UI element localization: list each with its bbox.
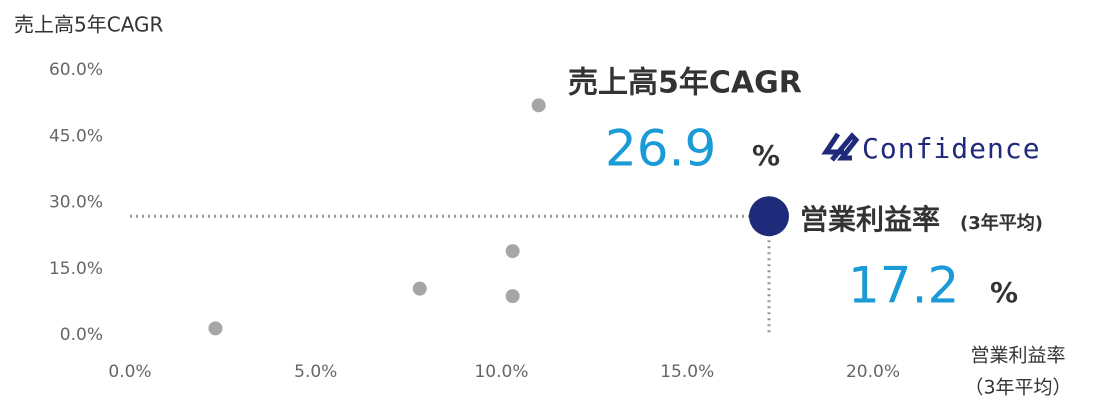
y-tick-label: 30.0% xyxy=(49,193,103,213)
point xyxy=(505,244,520,259)
point xyxy=(208,321,223,336)
highlight-x-unit: % xyxy=(990,276,1018,309)
y-tick-label: 45.0% xyxy=(49,126,103,146)
y-tick-label: 60.0% xyxy=(49,60,103,80)
highlight-x-value: 17.2 xyxy=(848,257,959,315)
x-axis-title: 営業利益率 xyxy=(970,345,1065,367)
highlight-x-subtitle: (3年平均) xyxy=(960,212,1043,234)
highlight-y-title: 売上高5年CAGR xyxy=(568,66,802,101)
logo-text: Confidence xyxy=(862,132,1041,165)
x-tick-label: 10.0% xyxy=(474,362,528,382)
x-tick-label: 0.0% xyxy=(108,362,151,382)
highlight-point xyxy=(748,196,789,237)
y-tick-label: 0.0% xyxy=(60,325,103,345)
point xyxy=(505,289,520,304)
highlight-x-title: 営業利益率 xyxy=(800,203,940,236)
logo: Confidence xyxy=(821,132,1041,165)
x-tick-label: 5.0% xyxy=(294,362,337,382)
x-tick-label: 20.0% xyxy=(846,362,900,382)
logo-icon xyxy=(821,132,860,162)
point xyxy=(531,98,546,113)
x-axis-subtitle: （3年平均） xyxy=(964,377,1071,399)
highlight-y-unit: % xyxy=(752,139,780,172)
y-tick-label: 15.0% xyxy=(49,259,103,279)
point xyxy=(412,281,427,296)
x-tick-label: 15.0% xyxy=(660,362,714,382)
highlight-y-value: 26.9 xyxy=(605,120,716,178)
y-axis-title: 売上高5年CAGR xyxy=(14,13,164,37)
